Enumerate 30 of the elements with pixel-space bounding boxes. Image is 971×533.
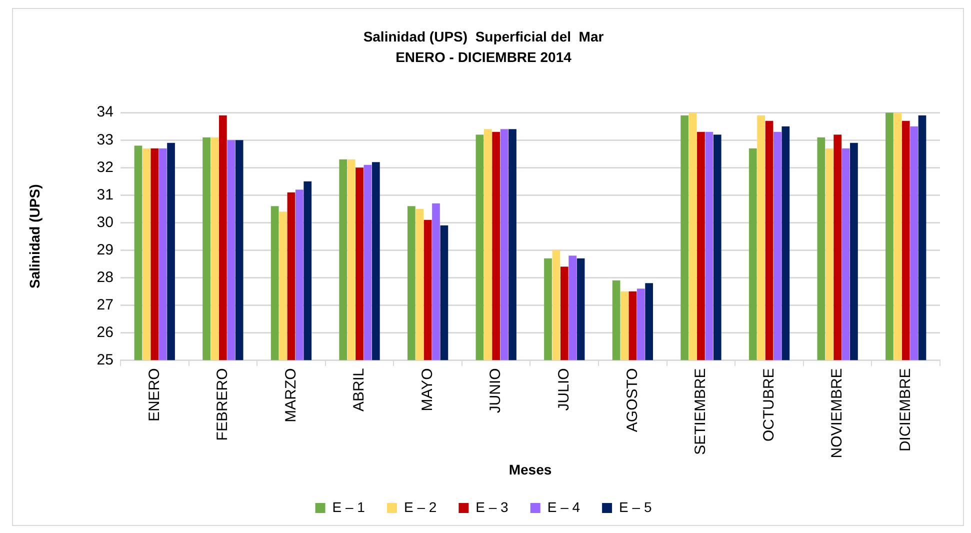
y-axis-title: Salinidad (UPS) [26, 184, 42, 289]
legend-label: E – 4 [547, 498, 580, 515]
x-tick-label: MARZO [282, 368, 300, 422]
y-tick-label: 30 [96, 214, 114, 231]
x-tick-label: SETIEMBRE [692, 368, 710, 455]
x-tick-label: JUNIO [487, 368, 504, 414]
chart-title: Salinidad (UPS) Superficial del Mar [363, 28, 604, 44]
x-tick-label: AGOSTO [624, 368, 641, 432]
x-tick-label: NOVIEMBRE [828, 368, 846, 458]
legend-label: E – 2 [404, 498, 437, 515]
legend-label: E – 1 [332, 498, 366, 515]
y-tick-label: 28 [96, 268, 114, 286]
y-tick-label: 34 [96, 104, 114, 121]
y-tick-label: 25 [96, 351, 114, 368]
x-tick-label: ENERO [146, 368, 163, 422]
x-tick-label: OCTUBRE [760, 368, 778, 442]
y-tick-label: 31 [96, 186, 114, 204]
y-tick-label: 32 [96, 158, 114, 176]
x-tick-label: ABRIL [350, 368, 368, 412]
x-axis-title: Meses [508, 461, 552, 478]
y-tick-label: 33 [96, 131, 114, 148]
legend-label: E – 5 [619, 498, 652, 515]
y-tick-label: 27 [96, 296, 114, 314]
legend-label: E – 3 [476, 498, 509, 515]
x-tick-label: DICIEMBRE [896, 368, 914, 452]
x-tick-label: JULIO [556, 368, 573, 411]
y-tick-label: 26 [96, 324, 114, 341]
y-tick-label: 29 [96, 241, 114, 258]
x-tick-label: FEBRERO [214, 368, 232, 441]
x-tick-label: MAYO [418, 368, 436, 412]
